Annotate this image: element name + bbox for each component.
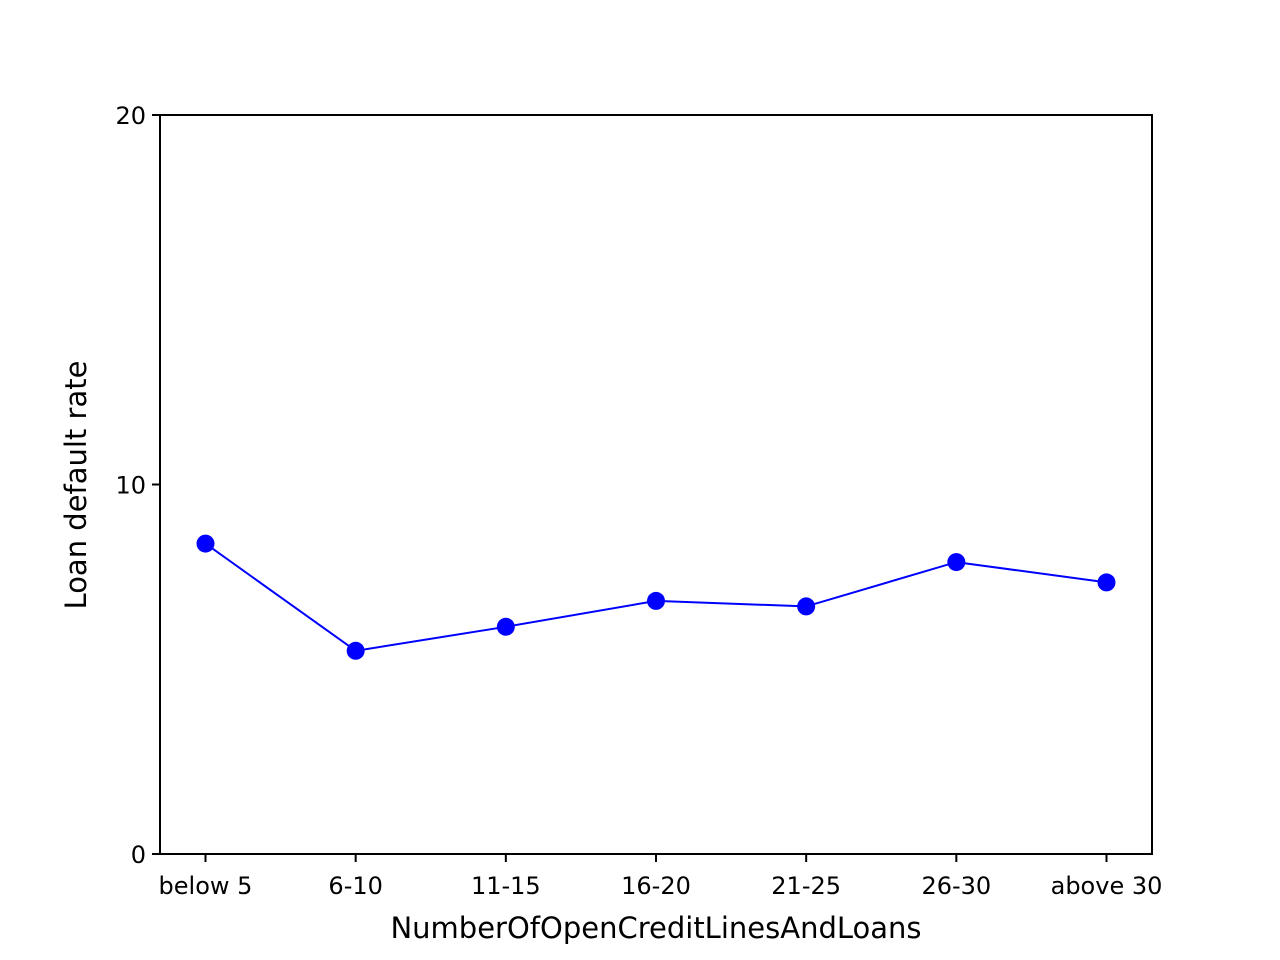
x-tick-label: 21-25 — [771, 872, 841, 900]
data-point — [196, 534, 215, 553]
x-tick-label: above 30 — [1051, 872, 1163, 900]
data-point — [496, 617, 515, 636]
x-tick-label: 11-15 — [471, 872, 541, 900]
data-point — [647, 591, 665, 610]
x-tick-label: 6-10 — [328, 872, 382, 900]
y-axis-label: Loan default rate — [59, 361, 93, 610]
data-point — [947, 553, 966, 572]
x-axis-label: NumberOfOpenCreditLinesAndLoans — [390, 911, 921, 945]
y-tick-label: 20 — [115, 102, 146, 130]
y-axis: 0 10 20 — [115, 102, 160, 869]
x-tick-label: 26-30 — [921, 872, 991, 900]
plot-frame — [159, 114, 1153, 855]
x-axis: below 5 6-10 11-15 16-20 21-25 26-30 above 30 — [159, 854, 1163, 900]
data-point — [346, 641, 365, 660]
y-tick-label: 0 — [131, 841, 146, 869]
data-point — [797, 597, 816, 616]
data-series — [196, 534, 1116, 660]
y-tick-label: 10 — [115, 472, 146, 500]
data-point — [1097, 573, 1116, 592]
x-tick-label: 16-20 — [621, 872, 691, 900]
x-tick-label: below 5 — [159, 872, 253, 900]
